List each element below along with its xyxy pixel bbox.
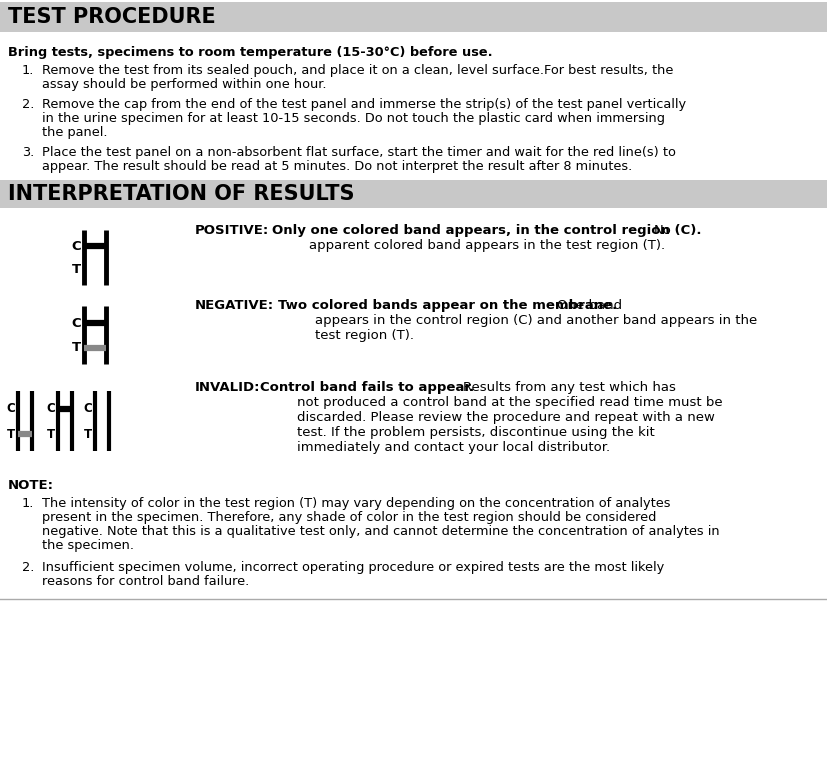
Text: negative. Note that this is a qualitative test only, and cannot determine the co: negative. Note that this is a qualitativ…: [42, 525, 719, 538]
Text: Control band fails to appear.: Control band fails to appear.: [260, 381, 474, 394]
Text: 3.: 3.: [22, 146, 34, 159]
Text: T: T: [72, 341, 81, 354]
Text: discarded. Please review the procedure and repeat with a new: discarded. Please review the procedure a…: [297, 411, 715, 424]
Text: immediately and contact your local distributor.: immediately and contact your local distr…: [297, 441, 610, 454]
Text: test region (T).: test region (T).: [315, 329, 414, 342]
Text: T: T: [47, 428, 55, 441]
Text: assay should be performed within one hour.: assay should be performed within one hou…: [42, 78, 327, 91]
Text: No: No: [654, 224, 672, 237]
Text: INVALID:: INVALID:: [195, 381, 261, 394]
Text: INTERPRETATION OF RESULTS: INTERPRETATION OF RESULTS: [8, 184, 355, 204]
Text: The intensity of color in the test region (T) may vary depending on the concentr: The intensity of color in the test regio…: [42, 497, 671, 510]
Text: Remove the test from its sealed pouch, and place it on a clean, level surface.Fo: Remove the test from its sealed pouch, a…: [42, 64, 673, 77]
Text: appears in the control region (C) and another band appears in the: appears in the control region (C) and an…: [315, 314, 758, 327]
Text: 2.: 2.: [22, 561, 35, 574]
Text: the panel.: the panel.: [42, 126, 108, 139]
Text: reasons for control band failure.: reasons for control band failure.: [42, 575, 249, 588]
Text: the specimen.: the specimen.: [42, 539, 134, 552]
Text: Remove the cap from the end of the test panel and immerse the strip(s) of the te: Remove the cap from the end of the test …: [42, 98, 686, 111]
Text: Place the test panel on a non-absorbent flat surface, start the timer and wait f: Place the test panel on a non-absorbent …: [42, 146, 676, 159]
Text: appear. The result should be read at 5 minutes. Do not interpret the result afte: appear. The result should be read at 5 m…: [42, 160, 633, 173]
Text: Insufficient specimen volume, incorrect operating procedure or expired tests are: Insufficient specimen volume, incorrect …: [42, 561, 664, 574]
Bar: [0, 2, 827, 32]
Text: T: T: [72, 263, 81, 276]
Text: Bring tests, specimens to room temperature (15-30°C) before use.: Bring tests, specimens to room temperatu…: [8, 46, 493, 59]
Text: test. If the problem persists, discontinue using the kit: test. If the problem persists, discontin…: [297, 426, 655, 439]
Text: C: C: [7, 402, 15, 415]
Text: NOTE:: NOTE:: [8, 479, 54, 492]
Text: apparent colored band appears in the test region (T).: apparent colored band appears in the tes…: [309, 239, 665, 252]
Text: POSITIVE:: POSITIVE:: [195, 224, 270, 237]
Text: C: C: [71, 317, 81, 330]
Text: NEGATIVE:: NEGATIVE:: [195, 299, 274, 312]
Text: One band: One band: [557, 299, 622, 312]
Text: 1.: 1.: [22, 64, 35, 77]
Text: 1.: 1.: [22, 497, 35, 510]
Text: C: C: [71, 240, 81, 253]
Bar: [0, 180, 827, 208]
Text: C: C: [84, 402, 92, 415]
Text: C: C: [46, 402, 55, 415]
Text: not produced a control band at the specified read time must be: not produced a control band at the speci…: [297, 396, 723, 409]
Text: T: T: [7, 428, 15, 441]
Text: TEST PROCEDURE: TEST PROCEDURE: [8, 7, 216, 27]
Text: present in the specimen. Therefore, any shade of color in the test region should: present in the specimen. Therefore, any …: [42, 511, 657, 524]
Text: Only one colored band appears, in the control region (C).: Only one colored band appears, in the co…: [272, 224, 701, 237]
Text: Two colored bands appear on the membrane.: Two colored bands appear on the membrane…: [278, 299, 617, 312]
Text: in the urine specimen for at least 10-15 seconds. Do not touch the plastic card : in the urine specimen for at least 10-15…: [42, 112, 665, 125]
Text: Results from any test which has: Results from any test which has: [463, 381, 676, 394]
Text: T: T: [84, 428, 92, 441]
Text: 2.: 2.: [22, 98, 35, 111]
